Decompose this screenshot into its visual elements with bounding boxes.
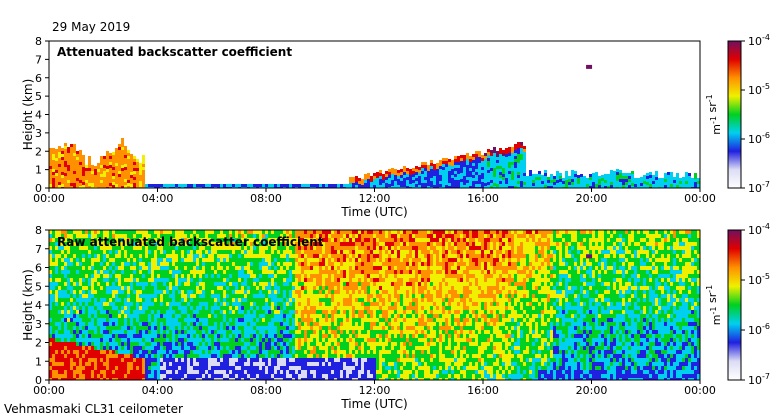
y-tick-label: 7	[35, 53, 42, 66]
plot-area	[49, 41, 700, 188]
colorbar-tick-label: 10-7	[748, 180, 770, 195]
panel-title: Raw attenuated backscatter coefficient	[57, 235, 324, 249]
colorbar-tick-label: 10-6	[748, 322, 770, 337]
colorbar-tick-label: 10-4	[748, 222, 770, 237]
x-tick-label: 04:00	[142, 192, 174, 205]
x-tick-label: 00:00	[684, 192, 716, 205]
x-tick-label: 12:00	[359, 384, 391, 397]
y-tick-label: 5	[35, 280, 42, 293]
y-tick-label: 2	[35, 145, 42, 158]
elevated-cloud	[586, 64, 593, 69]
x-tick-label: 20:00	[576, 384, 608, 397]
backscatter-field	[49, 230, 700, 380]
x-tick-label: 16:00	[467, 384, 499, 397]
y-tick-label: 8	[35, 35, 42, 48]
y-axis-label: Height (km)	[21, 269, 35, 340]
y-tick-label: 3	[35, 127, 42, 140]
x-tick-label: 16:00	[467, 192, 499, 205]
y-tick-label: 1	[35, 164, 42, 177]
y-tick-label: 6	[35, 72, 42, 85]
x-axis-label: Time (UTC)	[340, 205, 407, 219]
x-tick-label: 08:00	[250, 192, 282, 205]
elevated-cloud	[586, 254, 593, 259]
x-tick-label: 12:00	[359, 192, 391, 205]
y-axis-label: Height (km)	[21, 79, 35, 150]
colorbar-tick-label: 10-7	[748, 372, 770, 387]
colorbar-tick-label: 10-5	[748, 82, 770, 97]
y-tick-label: 5	[35, 90, 42, 103]
colorbar	[727, 40, 742, 189]
y-tick-label: 7	[35, 243, 42, 256]
y-tick-label: 4	[35, 299, 42, 312]
x-axis-label: Time (UTC)	[340, 397, 407, 411]
y-tick-label: 3	[35, 318, 42, 331]
y-tick-label: 8	[35, 224, 42, 237]
y-tick-label: 6	[35, 262, 42, 275]
panel-2: Raw attenuated backscatter coefficient 0 1…	[21, 222, 770, 411]
colorbar	[727, 229, 742, 381]
y-tick-label: 0	[35, 182, 42, 195]
x-tick-label: 20:00	[576, 192, 608, 205]
colorbar-tick-label: 10-5	[748, 272, 770, 287]
y-tick-label: 1	[35, 355, 42, 368]
y-tick-label: 0	[35, 374, 42, 387]
colorbar-tick-label: 10-6	[748, 131, 770, 146]
instrument-label: Vehmasmaki CL31 ceilometer	[4, 402, 183, 416]
colorbar-unit: m-1 sr-1	[705, 94, 723, 134]
svg-text:m-1 sr-1: m-1 sr-1	[705, 94, 723, 134]
panel-title: Attenuated backscatter coefficient	[57, 45, 292, 59]
y-tick-label: 2	[35, 337, 42, 350]
y-tick-label: 4	[35, 109, 42, 122]
x-tick-label: 00:00	[33, 192, 65, 205]
date-label: 29 May 2019	[52, 20, 131, 34]
colorbar-tick-label: 10-4	[748, 33, 770, 48]
colorbar-unit: m-1 sr-1	[705, 285, 723, 325]
x-tick-label: 08:00	[250, 384, 282, 397]
panel-1: Attenuated backscatter coefficient 0 1 2 3 4 5…	[21, 33, 770, 219]
x-tick-label: 00:00	[684, 384, 716, 397]
x-tick-label: 04:00	[142, 384, 174, 397]
x-tick-label: 00:00	[33, 384, 65, 397]
